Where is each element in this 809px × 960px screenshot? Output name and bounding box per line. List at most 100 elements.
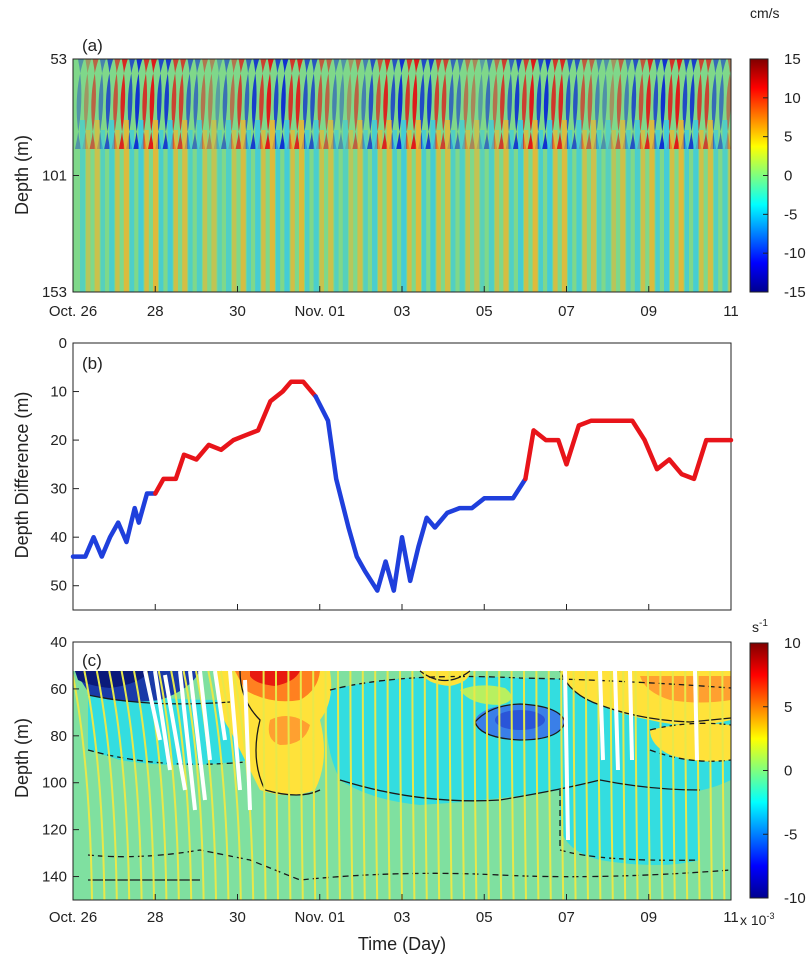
ray-trace bbox=[597, 670, 602, 900]
white-trace bbox=[243, 679, 252, 811]
ray-trace bbox=[622, 670, 627, 900]
ray-trace bbox=[647, 670, 651, 900]
y-tick-label: 120 bbox=[42, 822, 67, 839]
ray-trace bbox=[195, 670, 217, 900]
panel-a-x-ticks: Oct. 26 28 30 Nov. 01 03 05 07 09 11 bbox=[49, 286, 739, 320]
white-trace bbox=[198, 670, 212, 761]
white-trace bbox=[153, 670, 172, 771]
x-tick-label: 11 bbox=[723, 303, 739, 320]
ray-trace bbox=[423, 670, 428, 900]
ray-trace bbox=[547, 670, 552, 900]
ray-trace bbox=[448, 670, 453, 900]
white-trace bbox=[628, 670, 634, 761]
ray-trace bbox=[523, 670, 527, 900]
x-tick-label: 09 bbox=[640, 303, 657, 320]
ray-trace bbox=[498, 670, 503, 900]
panel-b-x-ticks bbox=[72, 604, 732, 610]
ray-trace bbox=[133, 670, 155, 900]
ray-trace bbox=[95, 670, 118, 900]
ray-trace bbox=[299, 670, 304, 900]
panel-c-colorbar-ticks: 10 5 0 -5 -10 bbox=[763, 635, 806, 907]
panel-c-colorbar-scale: x 10-3 bbox=[740, 911, 774, 928]
panel-b: (b) 0 10 20 30 40 50 Depth Difference (m) bbox=[12, 335, 734, 611]
ray-trace bbox=[510, 670, 515, 900]
y-tick-label: 40 bbox=[50, 529, 67, 546]
panel-b-frame bbox=[72, 342, 732, 611]
ray-trace bbox=[374, 670, 379, 900]
white-trace bbox=[188, 670, 207, 801]
colorbar-tick-label: -10 bbox=[784, 245, 806, 262]
ray-trace bbox=[207, 670, 230, 900]
ray-trace bbox=[535, 670, 540, 900]
panel-c-y-ticks: 40 60 80 100 120 140 bbox=[42, 634, 79, 886]
white-trace bbox=[598, 670, 605, 761]
x-tick-label: 05 bbox=[476, 909, 493, 926]
colorbar-tick-label: 0 bbox=[784, 763, 792, 780]
ray-trace bbox=[709, 670, 713, 900]
white-trace bbox=[228, 670, 242, 791]
ray-trace bbox=[399, 670, 403, 900]
ray-trace bbox=[671, 670, 676, 900]
colorbar-tick-label: 5 bbox=[784, 699, 792, 716]
y-tick-label: 53 bbox=[50, 51, 67, 68]
panel-a-velocity-field bbox=[75, 59, 731, 292]
x-tick-label: Nov. 01 bbox=[294, 909, 345, 926]
x-tick-label: 03 bbox=[394, 909, 411, 926]
x-tick-label: 07 bbox=[558, 909, 575, 926]
ray-trace bbox=[411, 670, 416, 900]
colorbar-tick-label: 15 bbox=[784, 51, 801, 68]
y-tick-label: 40 bbox=[50, 634, 67, 651]
x-tick-label: 05 bbox=[476, 303, 493, 320]
ray-trace bbox=[349, 670, 354, 900]
ray-trace bbox=[312, 670, 317, 900]
panel-c-field bbox=[73, 670, 731, 900]
white-trace bbox=[613, 670, 620, 771]
ray-trace bbox=[696, 670, 701, 900]
ray-trace bbox=[609, 670, 614, 900]
panel-b-series bbox=[70, 379, 734, 593]
panel-a-y-axis-label: Depth (m) bbox=[12, 135, 32, 215]
ray-trace bbox=[386, 670, 391, 900]
ray-trace bbox=[721, 670, 726, 900]
panel-c-white-traces bbox=[143, 670, 699, 841]
x-tick-label: 30 bbox=[229, 303, 246, 320]
colorbar-tick-label: 10 bbox=[784, 635, 801, 652]
x-tick-label: Oct. 26 bbox=[49, 303, 97, 320]
ray-trace bbox=[182, 670, 205, 900]
colorbar-tick-label: 0 bbox=[784, 168, 792, 185]
ray-trace bbox=[337, 670, 341, 900]
panel-b-y-axis-label: Depth Difference (m) bbox=[12, 392, 32, 559]
y-tick-label: 0 bbox=[59, 335, 67, 352]
ray-trace bbox=[473, 670, 478, 900]
ray-trace bbox=[361, 670, 366, 900]
x-tick-label: 30 bbox=[229, 909, 246, 926]
ray-trace bbox=[485, 670, 490, 900]
ray-trace bbox=[262, 670, 267, 900]
ray-trace bbox=[275, 670, 279, 900]
x-axis-label: Time (Day) bbox=[358, 934, 446, 954]
ray-trace bbox=[659, 670, 664, 900]
x-tick-label: Oct. 26 bbox=[49, 909, 97, 926]
ray-trace bbox=[436, 670, 441, 900]
panel-a-colorbar-unit: cm/s bbox=[750, 5, 780, 21]
ray-trace bbox=[287, 670, 292, 900]
panel-c-colorbar-unit: s-1 bbox=[752, 618, 768, 635]
y-tick-label: 20 bbox=[50, 432, 67, 449]
ray-trace bbox=[108, 670, 131, 900]
y-tick-label: 140 bbox=[42, 869, 67, 886]
ray-trace bbox=[324, 670, 329, 900]
white-trace bbox=[213, 670, 227, 741]
y-tick-label: 101 bbox=[42, 168, 67, 185]
x-tick-label: Nov. 01 bbox=[294, 303, 345, 320]
x-tick-label: 28 bbox=[147, 303, 164, 320]
ray-trace bbox=[634, 670, 639, 900]
colorbar-tick-label: 10 bbox=[784, 90, 801, 107]
colorbar-tick-label: -15 bbox=[784, 284, 806, 301]
x-tick-label: 03 bbox=[394, 303, 411, 320]
panel-a-y-ticks: 53 101 153 bbox=[42, 51, 79, 301]
panel-c-ray-traces bbox=[73, 670, 726, 900]
ray-trace bbox=[585, 670, 589, 900]
panel-a-label: (a) bbox=[82, 36, 103, 55]
